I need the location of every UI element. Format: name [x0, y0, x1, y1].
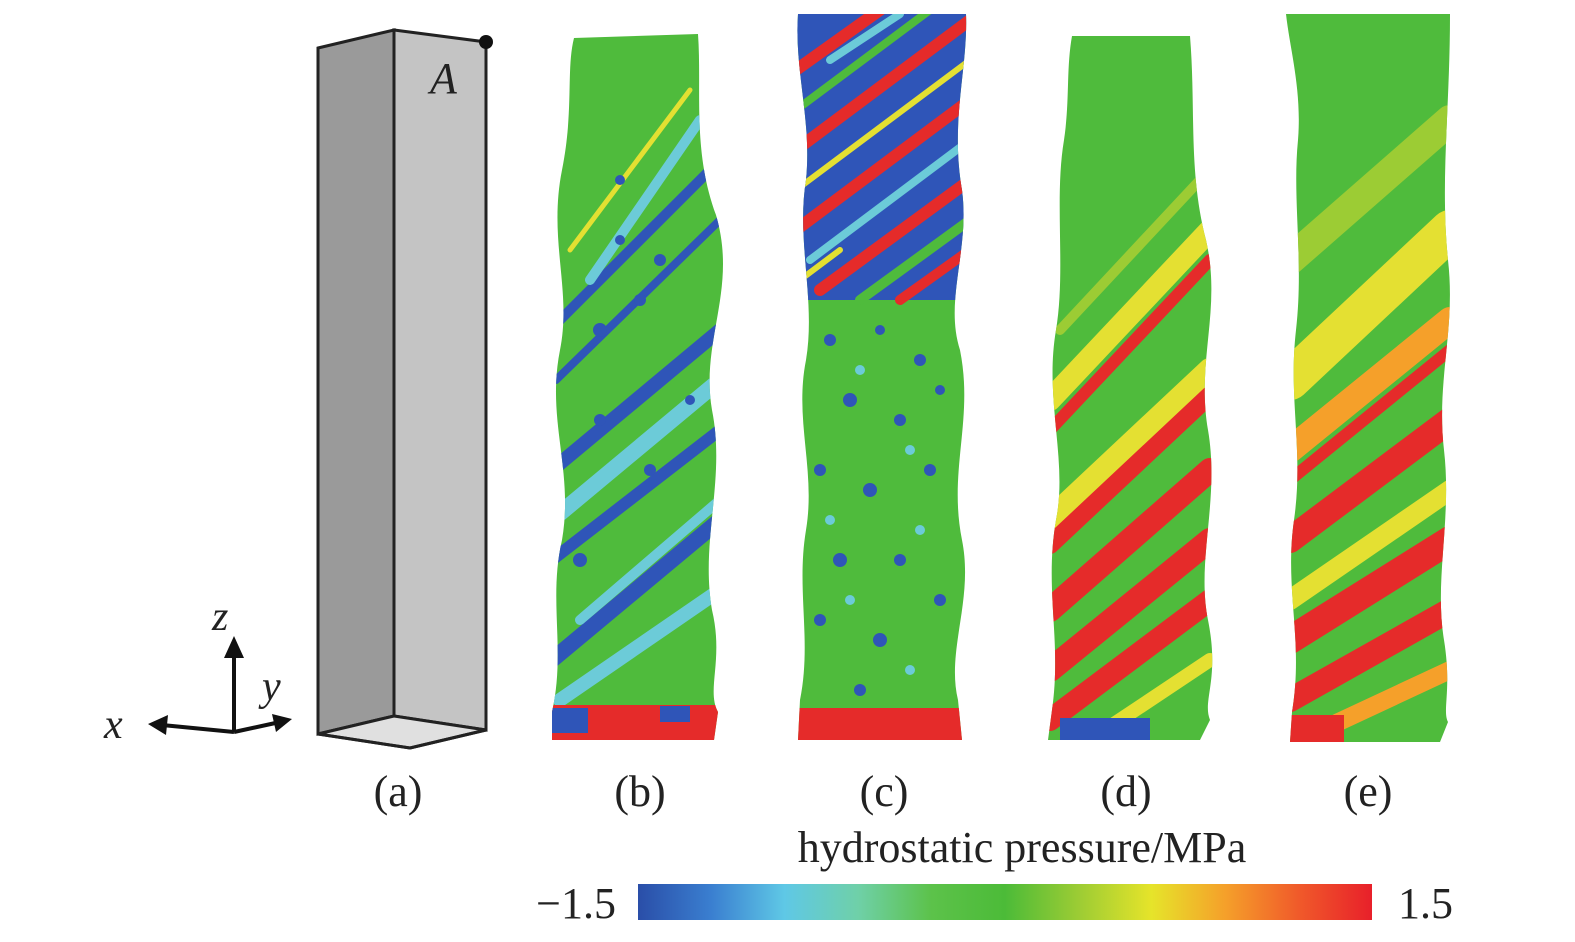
point-a-marker [479, 35, 493, 49]
coordinate-axes [148, 636, 292, 735]
panel-c-noisy-top [797, 14, 967, 305]
panel-e-column [1286, 14, 1450, 742]
panel-label-c: (c) [860, 767, 909, 816]
colorbar [638, 884, 1372, 920]
colorbar-min-label: −1.5 [536, 879, 616, 928]
panel-label-d: (d) [1100, 767, 1151, 816]
panel-label-e: (e) [1344, 767, 1393, 816]
panel-b-column [552, 34, 723, 740]
y-axis-label: y [258, 664, 281, 710]
x-axis-arrow [161, 723, 235, 734]
x-axis-label: x [103, 702, 123, 748]
panel-a-prism: A [316, 28, 493, 750]
colorbar-title: hydrostatic pressure/MPa [798, 823, 1246, 872]
panel-c-column [797, 14, 967, 740]
y-axis-arrow [233, 720, 281, 734]
colorbar-max-label: 1.5 [1398, 879, 1453, 928]
prism-right-face [392, 28, 488, 732]
point-a-label: A [427, 54, 458, 103]
panel-d-column [1048, 36, 1213, 740]
panel-label-a: (a) [374, 767, 423, 816]
z-axis-label: z [211, 594, 228, 640]
prism-left-face [316, 28, 396, 736]
panel-label-b: (b) [614, 767, 665, 816]
prism-hidden-edge [317, 732, 411, 750]
